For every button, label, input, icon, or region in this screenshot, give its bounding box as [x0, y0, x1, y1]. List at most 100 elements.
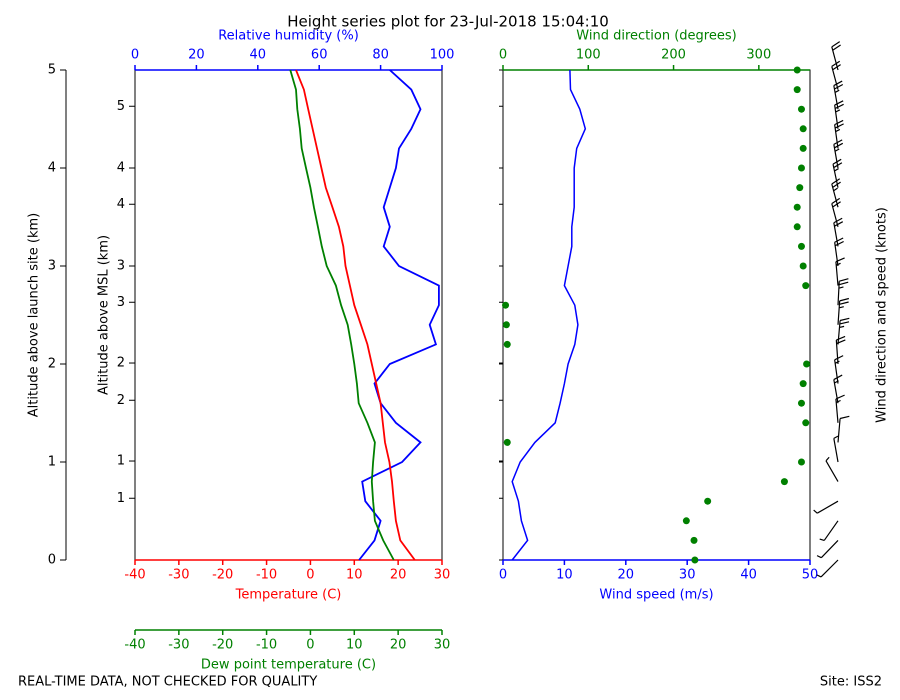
x-axis-title: Wind speed (m/s)	[599, 588, 713, 603]
wind-barb	[834, 100, 844, 129]
y2-tick-label: 4	[117, 197, 125, 212]
wind-barb	[834, 355, 844, 384]
wind-barb	[816, 559, 839, 578]
wind-direction-point	[799, 380, 807, 388]
x-tick-label: 20	[390, 638, 407, 653]
x-axis-title: Relative humidity (%)	[218, 29, 359, 44]
x-tick-label: 80	[372, 48, 389, 63]
series-line	[295, 69, 416, 561]
x-tick-label: 30	[679, 568, 696, 583]
panel-frame	[502, 69, 811, 561]
wind-direction-point	[796, 184, 804, 192]
wind-direction-point	[503, 438, 511, 446]
x-axis-title: Temperature (C)	[235, 588, 342, 603]
y2-tick-label: 3	[117, 259, 125, 274]
x-tick-label: -10	[256, 638, 277, 653]
x-tick-label: 10	[556, 568, 573, 583]
wind-direction-point	[690, 536, 698, 544]
wind-direction-point	[793, 223, 801, 231]
wind-barb	[835, 335, 846, 365]
wind-direction-point	[797, 458, 805, 466]
x-tick-label: 50	[802, 568, 819, 583]
wind-direction-point	[793, 86, 801, 94]
wind-barb	[833, 217, 844, 247]
y-tick-label: 2	[48, 357, 56, 372]
series-line	[358, 69, 440, 561]
wind-direction-point	[682, 517, 690, 525]
x-tick-label: -20	[212, 638, 233, 653]
wind-direction-point	[797, 105, 805, 113]
series-line	[289, 69, 395, 561]
y-tick-label: 3	[48, 259, 56, 274]
x-tick-label: 10	[346, 568, 363, 583]
y2-tick-label: 2	[117, 393, 125, 408]
wind-barb	[816, 539, 839, 559]
wind-direction-point	[502, 321, 510, 329]
wind-direction-point	[704, 497, 712, 505]
y-tick-label: 1	[48, 455, 56, 470]
y2-tick-label: 1	[117, 491, 125, 506]
x-axis-title: Dew point temperature (C)	[201, 658, 376, 673]
wind-direction-point	[802, 282, 810, 290]
y-axis-title: Altitude above launch site (km)	[27, 213, 42, 417]
wind-direction-point	[803, 360, 811, 368]
x-tick-label: 0	[306, 568, 314, 583]
wind-barb	[837, 297, 850, 325]
y-tick-label: 4	[48, 161, 56, 176]
wind-direction-point	[802, 419, 810, 427]
y2-axis-title: Altitude above MSL (km)	[97, 235, 112, 395]
x-tick-label: 40	[740, 568, 757, 583]
x-tick-label: 0	[499, 48, 507, 63]
x-tick-label: -10	[256, 568, 277, 583]
y2-tick-label: 1	[117, 454, 125, 469]
footer-left: REAL-TIME DATA, NOT CHECKED FOR QUALITY	[18, 675, 317, 690]
wind-barb	[834, 119, 844, 149]
x-tick-label: 40	[250, 48, 267, 63]
series-line	[511, 69, 587, 561]
x-tick-label: 10	[346, 638, 363, 653]
wind-direction-point	[503, 340, 511, 348]
wind-direction-point	[799, 125, 807, 133]
y2-tick-label: 4	[117, 161, 125, 176]
barb-axis-title: Wind direction and speed (knots)	[875, 207, 890, 423]
x-tick-label: -30	[168, 638, 189, 653]
chart-title: Height series plot for 23-Jul-2018 15:04…	[287, 13, 609, 31]
wind-barb	[813, 500, 839, 514]
wind-barb	[837, 278, 849, 306]
x-tick-label: 100	[576, 48, 601, 63]
x-axis-title: Wind direction (degrees)	[576, 29, 736, 44]
wind-direction-point	[797, 399, 805, 407]
x-tick-label: 300	[746, 48, 771, 63]
wind-barb	[833, 80, 844, 110]
wind-barb	[837, 317, 850, 345]
wind-barb	[831, 178, 841, 208]
wind-barb	[833, 374, 843, 404]
wind-barb	[833, 139, 844, 169]
footer-right: Site: ISS2	[820, 675, 882, 690]
x-tick-label: 20	[390, 568, 407, 583]
wind-direction-point	[797, 164, 805, 172]
x-tick-label: -20	[212, 568, 233, 583]
x-tick-label: 0	[499, 568, 507, 583]
wind-barb	[819, 520, 839, 542]
y2-tick-label: 2	[117, 356, 125, 371]
x-tick-label: -40	[124, 568, 145, 583]
x-tick-label: 30	[434, 568, 451, 583]
wind-direction-point	[793, 66, 801, 74]
wind-direction-point	[793, 203, 801, 211]
x-tick-label: 200	[661, 48, 686, 63]
x-tick-label: 0	[131, 48, 139, 63]
wind-barb	[831, 41, 841, 71]
x-tick-label: 0	[306, 638, 314, 653]
y-tick-label: 5	[48, 63, 56, 78]
wind-direction-point	[780, 478, 788, 486]
panel-frame	[134, 69, 443, 561]
y2-tick-label: 5	[117, 99, 125, 114]
wind-barb	[837, 415, 850, 443]
x-tick-label: 20	[618, 568, 635, 583]
y2-tick-label: 3	[117, 295, 125, 310]
x-tick-label: -30	[168, 568, 189, 583]
wind-direction-point	[797, 242, 805, 250]
x-tick-label: 20	[188, 48, 205, 63]
